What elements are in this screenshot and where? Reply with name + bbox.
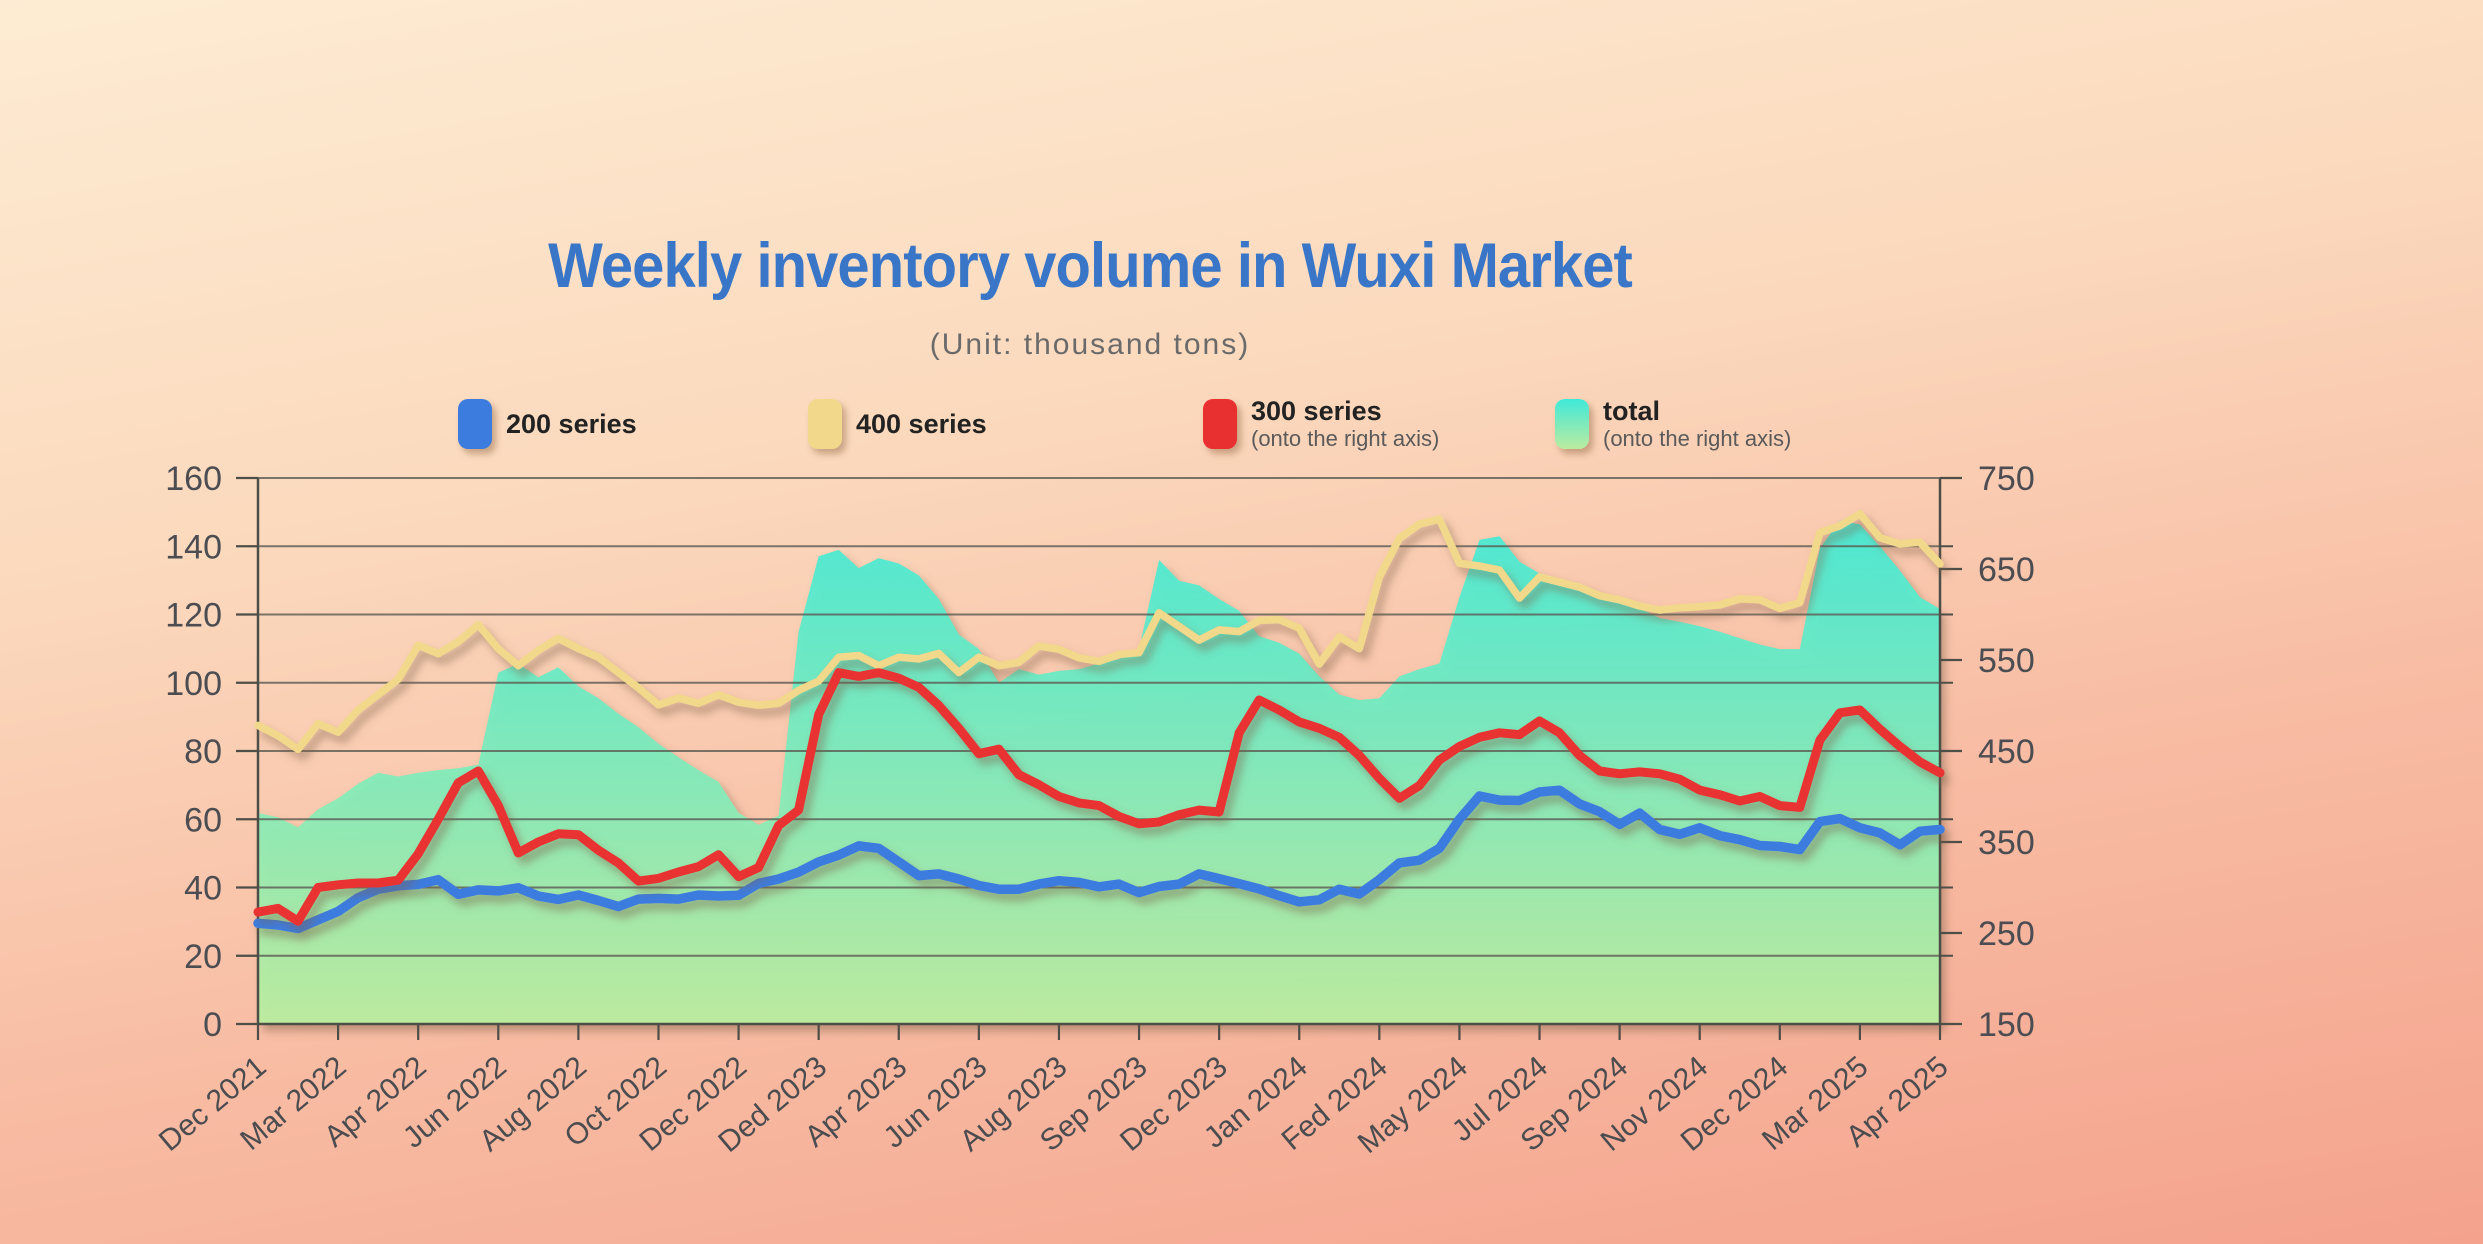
svg-text:150: 150	[1978, 1006, 2035, 1044]
svg-text:550: 550	[1978, 642, 2035, 680]
svg-text:100: 100	[165, 665, 222, 703]
svg-text:40: 40	[184, 870, 222, 908]
legend-item-200-series[interactable]: 200 series	[458, 396, 637, 452]
legend-label: 300 series	[1251, 396, 1382, 426]
legend-label: 200 series	[506, 409, 637, 439]
legend-item-400-series[interactable]: 400 series	[808, 396, 987, 452]
legend-label: total	[1603, 396, 1660, 426]
legend-swatch-total-icon	[1555, 399, 1589, 449]
svg-text:650: 650	[1978, 551, 2035, 589]
svg-text:0: 0	[203, 1006, 222, 1044]
svg-text:20: 20	[184, 938, 222, 976]
svg-text:60: 60	[184, 801, 222, 839]
svg-text:140: 140	[165, 528, 222, 566]
chart-title: Weekly inventory volume in Wuxi Market	[548, 231, 1633, 301]
svg-text:120: 120	[165, 597, 222, 635]
svg-text:160: 160	[165, 460, 222, 498]
svg-text:450: 450	[1978, 733, 2035, 771]
legend-label: 400 series	[856, 409, 987, 439]
legend-note: (onto the right axis)	[1603, 426, 1792, 451]
svg-text:350: 350	[1978, 824, 2035, 862]
svg-text:250: 250	[1978, 915, 2035, 953]
legend-item-total[interactable]: total (onto the right axis)	[1555, 396, 1791, 452]
legend-swatch-200-series-icon	[458, 399, 492, 449]
svg-text:750: 750	[1978, 460, 2035, 498]
legend-swatch-400-series-icon	[808, 399, 842, 449]
chart-subtitle: (Unit: thousand tons)	[929, 328, 1251, 361]
legend-swatch-300-series-icon	[1203, 399, 1237, 449]
legend-item-300-series[interactable]: 300 series (onto the right axis)	[1203, 396, 1439, 452]
svg-text:80: 80	[184, 733, 222, 771]
legend-note: (onto the right axis)	[1251, 426, 1440, 451]
